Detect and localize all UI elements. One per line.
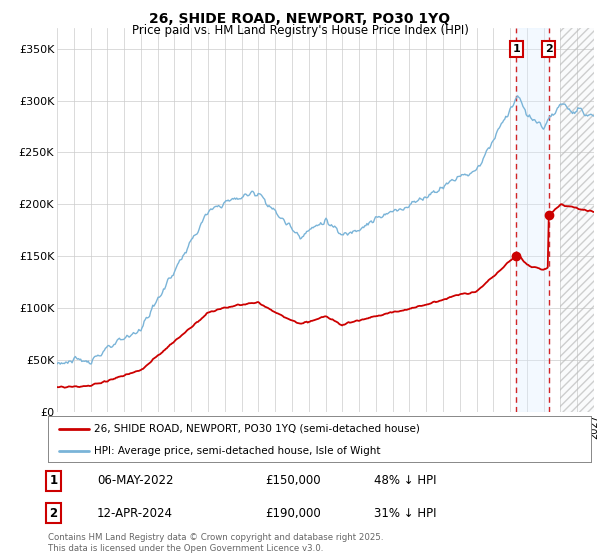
Text: £190,000: £190,000 [265,507,321,520]
Text: 26, SHIDE ROAD, NEWPORT, PO30 1YQ: 26, SHIDE ROAD, NEWPORT, PO30 1YQ [149,12,451,26]
Text: 1: 1 [512,44,520,54]
Text: 48% ↓ HPI: 48% ↓ HPI [374,474,436,487]
Text: 1: 1 [49,474,58,487]
Text: 31% ↓ HPI: 31% ↓ HPI [374,507,436,520]
Text: 2: 2 [545,44,553,54]
Text: £150,000: £150,000 [265,474,321,487]
Text: 26, SHIDE ROAD, NEWPORT, PO30 1YQ (semi-detached house): 26, SHIDE ROAD, NEWPORT, PO30 1YQ (semi-… [94,424,420,434]
Text: Price paid vs. HM Land Registry's House Price Index (HPI): Price paid vs. HM Land Registry's House … [131,24,469,36]
Text: Contains HM Land Registry data © Crown copyright and database right 2025.
This d: Contains HM Land Registry data © Crown c… [48,533,383,553]
Text: 06-MAY-2022: 06-MAY-2022 [97,474,173,487]
Text: HPI: Average price, semi-detached house, Isle of Wight: HPI: Average price, semi-detached house,… [94,446,380,455]
Text: 2: 2 [49,507,58,520]
Text: 12-APR-2024: 12-APR-2024 [97,507,173,520]
Bar [517,28,548,412]
